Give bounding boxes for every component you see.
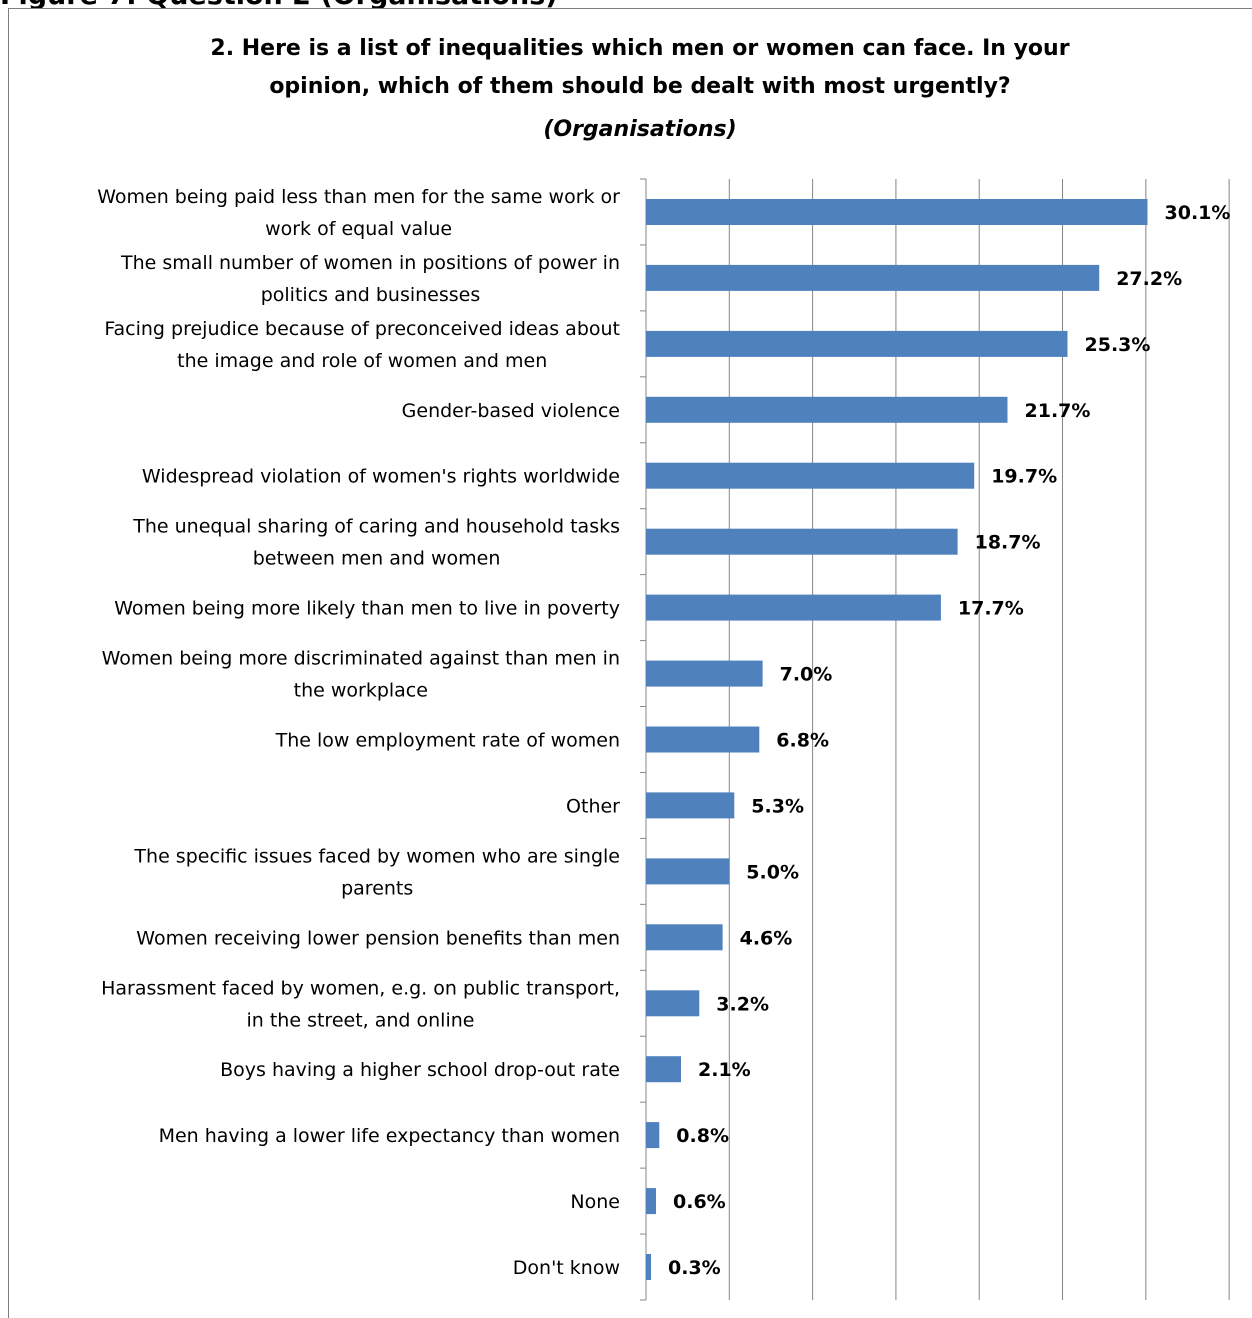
category-label-0-line-2: work of equal value [265, 218, 452, 240]
bar-9 [646, 792, 735, 819]
category-label-11: Women receiving lower pension benefits t… [136, 927, 620, 949]
chart-title-line-2: opinion, which of them should be dealt w… [269, 74, 1011, 99]
category-label-3: Gender-based violence [402, 400, 620, 422]
category-label-10: The specific issues faced by women who a… [133, 845, 620, 867]
data-label-7: 7.0% [780, 664, 833, 686]
category-label-13: Boys having a higher school drop-out rat… [220, 1059, 620, 1081]
category-label-8: The low employment rate of women [275, 730, 620, 752]
category-label-4: Widespread violation of women's rights w… [142, 466, 620, 488]
bar-2 [646, 330, 1068, 357]
data-label-14: 0.8% [676, 1125, 729, 1147]
bar-15 [646, 1188, 656, 1215]
data-label-2: 25.3% [1085, 334, 1151, 356]
category-label-5-line-2: between men and women [253, 548, 501, 570]
category-label-5: The unequal sharing of caring and househ… [132, 516, 620, 538]
bar-1 [646, 264, 1100, 291]
data-label-6: 17.7% [958, 598, 1024, 620]
bar-3 [646, 396, 1008, 423]
bar-14 [646, 1122, 660, 1149]
category-label-2-line-2: the image and role of women and men [177, 350, 547, 372]
data-label-11: 4.6% [740, 927, 793, 949]
figure-heading: Figure 7: Question 2 (Organisations) [0, 0, 1252, 8]
category-label-14: Men having a lower life expectancy than … [159, 1125, 620, 1147]
bar-16 [646, 1254, 651, 1280]
chart-title-line-3: (Organisations) [543, 117, 737, 142]
category-label-0: Women being paid less than men for the s… [97, 186, 620, 208]
category-label-10-line-2: parents [341, 877, 413, 899]
bar-6 [646, 594, 941, 621]
category-label-9: Other [566, 795, 620, 817]
bar-5 [646, 528, 958, 555]
category-label-12-line-2: in the street, and online [247, 1009, 475, 1031]
bar-8 [646, 726, 760, 753]
category-label-1-line-2: politics and businesses [261, 284, 481, 306]
data-label-12: 3.2% [716, 993, 769, 1015]
chart-frame [8, 8, 1252, 1318]
category-label-1: The small number of women in positions o… [120, 252, 620, 274]
data-label-4: 19.7% [991, 466, 1057, 488]
data-label-8: 6.8% [776, 730, 829, 752]
bar-12 [646, 990, 700, 1017]
data-label-15: 0.6% [673, 1191, 726, 1213]
category-label-2: Facing prejudice because of preconceived… [104, 318, 620, 340]
bar-10 [646, 858, 730, 885]
bar-7 [646, 660, 763, 687]
bar-0 [646, 199, 1148, 225]
data-label-0: 30.1% [1165, 202, 1231, 224]
data-label-10: 5.0% [746, 861, 799, 883]
category-label-7-line-2: the workplace [294, 680, 428, 702]
data-label-1: 27.2% [1116, 268, 1182, 290]
category-label-7: Women being more discriminated against t… [102, 648, 620, 670]
data-label-16: 0.3% [668, 1257, 721, 1279]
category-label-15: None [570, 1191, 620, 1213]
bar-4 [646, 462, 975, 489]
bar-11 [646, 924, 723, 951]
category-label-16: Don't know [513, 1257, 620, 1279]
data-label-13: 2.1% [698, 1059, 751, 1081]
category-label-6: Women being more likely than men to live… [114, 598, 620, 620]
category-label-12: Harassment faced by women, e.g. on publi… [101, 977, 620, 999]
chart-title-line-1: 2. Here is a list of inequalities which … [210, 36, 1070, 61]
data-label-9: 5.3% [751, 795, 804, 817]
data-label-5: 18.7% [975, 532, 1041, 554]
data-label-3: 21.7% [1025, 400, 1091, 422]
bar-13 [646, 1056, 681, 1083]
